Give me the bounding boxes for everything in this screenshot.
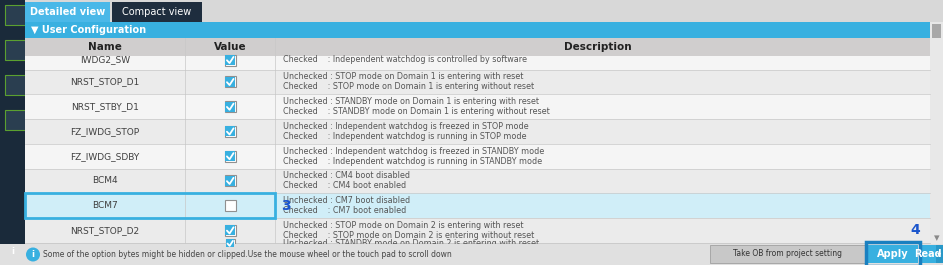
Text: Checked    : Independent watchdog is running in STOP mode: Checked : Independent watchdog is runnin… bbox=[283, 132, 526, 141]
Text: Name: Name bbox=[88, 42, 122, 52]
Bar bbox=[0, 0, 25, 265]
Bar bbox=[868, 245, 918, 263]
Bar bbox=[5, 5, 27, 25]
Bar bbox=[25, 193, 930, 218]
Bar bbox=[25, 144, 930, 169]
Text: Unchecked : STOP mode on Domain 2 is entering with reset: Unchecked : STOP mode on Domain 2 is ent… bbox=[283, 221, 523, 230]
Text: Read: Read bbox=[914, 249, 942, 259]
Bar bbox=[112, 2, 202, 22]
Text: Detailed view: Detailed view bbox=[30, 7, 105, 17]
Bar bbox=[225, 77, 235, 87]
Bar bbox=[25, 169, 930, 193]
Text: Unchecked : Independent watchdog is freezed in STOP mode: Unchecked : Independent watchdog is free… bbox=[283, 122, 529, 131]
Bar bbox=[224, 225, 236, 236]
Text: Checked    : CM7 boot enabled: Checked : CM7 boot enabled bbox=[283, 206, 406, 215]
Bar bbox=[866, 242, 920, 265]
Text: FZ_IWDG_STOP: FZ_IWDG_STOP bbox=[71, 127, 140, 136]
Text: Checked    : CM4 boot enabled: Checked : CM4 boot enabled bbox=[283, 182, 406, 191]
Bar bbox=[225, 55, 235, 65]
Bar bbox=[224, 175, 236, 186]
Text: Checked    : STANDBY mode on Domain 1 is entering without reset: Checked : STANDBY mode on Domain 1 is en… bbox=[283, 107, 550, 116]
Text: Checked    : Independent watchdog is controlled by software: Checked : Independent watchdog is contro… bbox=[283, 55, 527, 64]
Bar bbox=[224, 77, 236, 87]
Bar bbox=[25, 94, 930, 119]
Bar bbox=[936, 245, 943, 263]
Bar bbox=[225, 126, 235, 136]
Text: Unchecked : STANDBY mode on Domain 2 is entering with reset: Unchecked : STANDBY mode on Domain 2 is … bbox=[283, 239, 539, 248]
Text: Checked    : Independent watchdog is running in STANDBY mode: Checked : Independent watchdog is runnin… bbox=[283, 157, 542, 166]
Text: Checked    : STOP mode on Domain 2 is entering without reset: Checked : STOP mode on Domain 2 is enter… bbox=[283, 231, 535, 240]
Bar bbox=[225, 176, 235, 186]
Bar bbox=[224, 101, 236, 112]
Bar bbox=[5, 75, 27, 95]
Text: IWDG2_SW: IWDG2_SW bbox=[80, 55, 130, 64]
Text: Compact view: Compact view bbox=[123, 7, 191, 17]
Bar bbox=[25, 243, 930, 244]
Bar bbox=[25, 22, 930, 38]
Bar bbox=[224, 200, 236, 211]
Text: i: i bbox=[31, 250, 35, 259]
Text: 4: 4 bbox=[910, 223, 920, 237]
Bar bbox=[224, 126, 236, 137]
Bar bbox=[225, 151, 235, 161]
Text: Unchecked : STANDBY mode on Domain 1 is entering with reset: Unchecked : STANDBY mode on Domain 1 is … bbox=[283, 97, 539, 106]
Text: ▾: ▾ bbox=[937, 250, 942, 258]
Text: Description: Description bbox=[564, 42, 631, 52]
Text: Unchecked : CM4 boot disabled: Unchecked : CM4 boot disabled bbox=[283, 171, 410, 180]
Text: Unchecked : CM7 boot disabled: Unchecked : CM7 boot disabled bbox=[283, 196, 410, 205]
Text: NRST_STOP_D2: NRST_STOP_D2 bbox=[71, 226, 140, 235]
Bar bbox=[25, 218, 930, 243]
Bar bbox=[25, 193, 275, 218]
Bar bbox=[932, 24, 941, 38]
Text: BCM4: BCM4 bbox=[92, 176, 118, 186]
Bar bbox=[225, 226, 235, 235]
Text: i: i bbox=[11, 248, 14, 257]
Bar bbox=[920, 245, 936, 263]
Text: NRST_STBY_D1: NRST_STBY_D1 bbox=[71, 102, 139, 111]
Text: Value: Value bbox=[214, 42, 246, 52]
Bar bbox=[224, 55, 236, 65]
Text: ▼ User Configuration: ▼ User Configuration bbox=[31, 25, 146, 35]
Text: Some of the option bytes might be hidden or clipped.Use the mouse wheel or the t: Some of the option bytes might be hidden… bbox=[43, 250, 452, 259]
Text: BCM7: BCM7 bbox=[92, 201, 118, 210]
Bar bbox=[25, 70, 930, 94]
Text: FZ_IWDG_SDBY: FZ_IWDG_SDBY bbox=[71, 152, 140, 161]
Circle shape bbox=[26, 248, 40, 262]
Bar bbox=[25, 119, 930, 144]
Bar bbox=[225, 239, 235, 248]
Text: Take OB from project setting: Take OB from project setting bbox=[733, 250, 842, 258]
Bar bbox=[25, 0, 943, 22]
Bar bbox=[25, 38, 930, 56]
Circle shape bbox=[6, 245, 20, 259]
Text: Unchecked : Independent watchdog is freezed in STANDBY mode: Unchecked : Independent watchdog is free… bbox=[283, 147, 544, 156]
Bar bbox=[226, 239, 234, 248]
Text: Apply: Apply bbox=[877, 249, 909, 259]
Bar bbox=[710, 245, 865, 263]
Text: 3: 3 bbox=[281, 199, 290, 213]
Text: NRST_STOP_D1: NRST_STOP_D1 bbox=[71, 77, 140, 86]
Bar bbox=[224, 151, 236, 162]
Bar bbox=[25, 2, 110, 22]
Bar bbox=[25, 56, 930, 70]
Text: Unchecked : STOP mode on Domain 1 is entering with reset: Unchecked : STOP mode on Domain 1 is ent… bbox=[283, 72, 523, 81]
Text: Checked    : STOP mode on Domain 1 is entering without reset: Checked : STOP mode on Domain 1 is enter… bbox=[283, 82, 534, 91]
Bar bbox=[5, 40, 27, 60]
Bar bbox=[225, 102, 235, 112]
Bar bbox=[0, 244, 943, 265]
Text: ▾: ▾ bbox=[934, 233, 939, 243]
Bar bbox=[930, 22, 943, 244]
Bar bbox=[5, 110, 27, 130]
